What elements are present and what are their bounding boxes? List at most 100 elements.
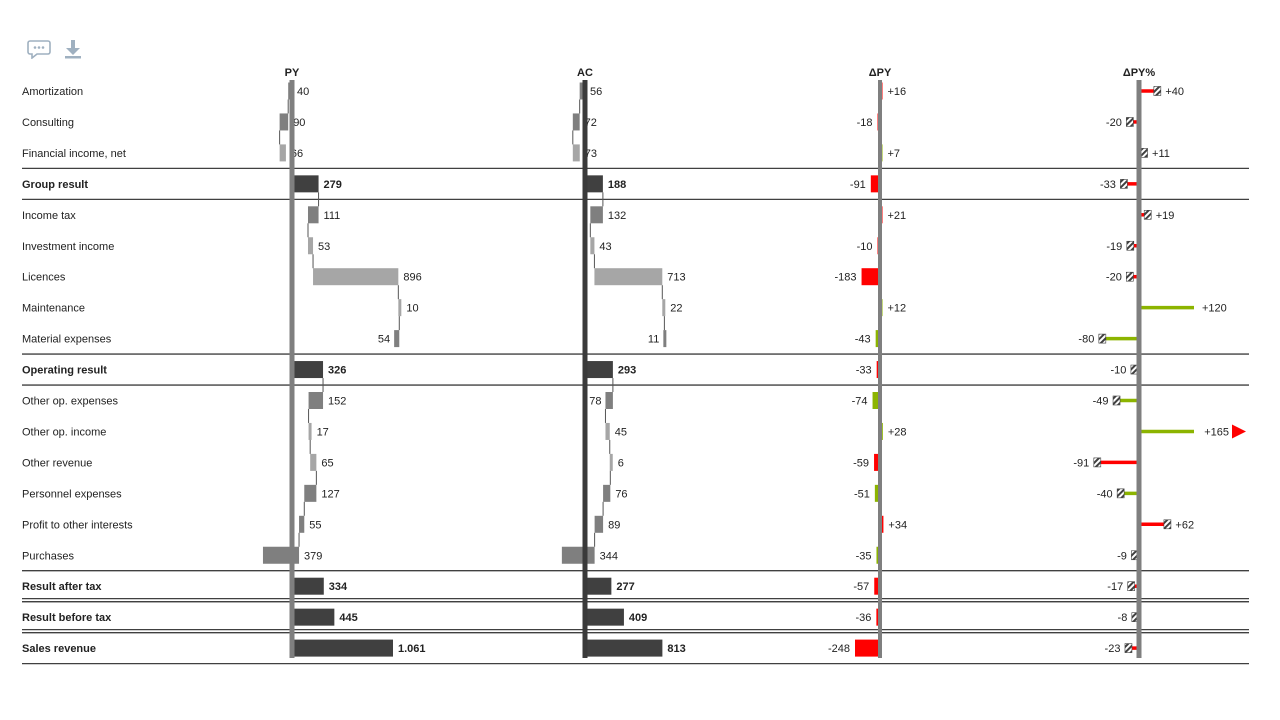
- row-label: Other op. income: [22, 426, 106, 438]
- py-bar: [310, 453, 317, 471]
- py-value-label: 152: [328, 396, 346, 408]
- delta-py-label: -57: [853, 581, 869, 593]
- py-bar: [308, 392, 324, 409]
- py-value-label: 65: [321, 457, 333, 469]
- ac-value-label: 56: [590, 86, 602, 98]
- ac-value-label: 188: [608, 179, 626, 191]
- delta-py-label: -36: [855, 612, 871, 624]
- py-bar: [292, 361, 324, 379]
- delta-pct-label: -10: [1111, 365, 1127, 377]
- delta-pct-pin-head: [1093, 457, 1102, 468]
- ac-bar: [585, 175, 603, 193]
- py-bar: [279, 144, 286, 162]
- ac-bar: [605, 392, 613, 409]
- py-value-label: 90: [293, 117, 305, 129]
- delta-pct-label: +40: [1165, 86, 1184, 98]
- py-value-label: 10: [406, 303, 418, 315]
- delta-py-label: -10: [857, 241, 873, 253]
- delta-pct-label: -17: [1107, 581, 1123, 593]
- row-label: Operating result: [22, 365, 107, 377]
- delta-py-bar: [855, 639, 880, 657]
- py-value-label: 1.061: [398, 643, 426, 655]
- delta-pct-pin-head: [1126, 240, 1135, 251]
- delta-pct-label: -40: [1097, 488, 1113, 500]
- py-value-label: 334: [329, 581, 348, 593]
- ac-bar: [572, 144, 580, 162]
- ac-bar: [572, 113, 580, 131]
- py-bar: [398, 299, 402, 317]
- column-header-delta-py-pct: ΔPY%: [1123, 67, 1156, 79]
- ac-bar: [585, 639, 663, 657]
- ac-value-label: 293: [618, 365, 636, 377]
- delta-pct-label: -80: [1078, 334, 1094, 346]
- ac-value-label: 43: [599, 241, 611, 253]
- py-bar: [292, 608, 335, 626]
- download-button[interactable]: [60, 38, 86, 60]
- delta-pct-label: -9: [1117, 550, 1127, 562]
- ac-bar: [585, 361, 613, 379]
- ac-value-label: 409: [629, 612, 647, 624]
- ac-axis: [582, 80, 588, 658]
- ac-bar: [579, 82, 585, 100]
- py-bar: [394, 330, 400, 348]
- row-label: Consulting: [22, 117, 74, 129]
- ac-value-label: 76: [615, 488, 627, 500]
- py-bar: [313, 268, 399, 286]
- py-value-label: 127: [321, 488, 339, 500]
- download-icon: [65, 40, 81, 59]
- ac-value-label: 45: [615, 426, 627, 438]
- column-header-delta-py: ΔPY: [869, 67, 892, 79]
- py-value-label: 40: [297, 86, 309, 98]
- row-label: Income tax: [22, 210, 76, 222]
- delta-pct-label: +19: [1156, 210, 1175, 222]
- ac-value-label: 22: [670, 303, 682, 315]
- row-label: Investment income: [22, 241, 114, 253]
- row-label: Licences: [22, 272, 66, 284]
- delta-py-bar: [875, 330, 880, 348]
- ac-bar: [590, 237, 595, 255]
- ac-value-label: 132: [608, 210, 626, 222]
- row-label: Profit to other interests: [22, 519, 133, 531]
- delta-pct-pin-head: [1112, 395, 1121, 406]
- delta-pct-pin-head: [1116, 488, 1125, 499]
- delta-pct-label: -20: [1106, 117, 1122, 129]
- column-header-ac: AC: [577, 67, 593, 79]
- delta-pct-label: -33: [1100, 179, 1116, 191]
- delta-py-label: +21: [888, 210, 907, 222]
- row-label: Maintenance: [22, 303, 85, 315]
- py-bar: [308, 422, 312, 440]
- comment-button[interactable]: [26, 38, 52, 60]
- delta-py-label: +7: [888, 148, 901, 160]
- ac-bar: [663, 330, 667, 348]
- py-value-label: 896: [403, 272, 421, 284]
- delta-py-label: -183: [835, 272, 857, 284]
- delta-pct-label: +120: [1202, 303, 1227, 315]
- ac-bar: [594, 268, 663, 286]
- column-header-py: PY: [285, 67, 300, 79]
- delta-py-label: +34: [888, 519, 907, 531]
- delta-py-label: -74: [852, 396, 868, 408]
- row-label: Sales revenue: [22, 643, 96, 655]
- py-axis: [289, 80, 295, 658]
- delta-pct-label: -49: [1093, 396, 1109, 408]
- py-bar: [292, 577, 324, 595]
- py-value-label: 53: [318, 241, 330, 253]
- ac-value-label: 72: [585, 117, 597, 129]
- py-value-label: 55: [309, 519, 321, 531]
- delta-py-label: +28: [888, 426, 907, 438]
- py-value-label: 279: [324, 179, 342, 191]
- delta-pct-label: -20: [1106, 272, 1122, 284]
- delta-py-bar: [872, 392, 880, 409]
- ac-value-label: 6: [618, 457, 624, 469]
- ac-value-label: 78: [589, 396, 601, 408]
- ac-value-label: 813: [667, 643, 685, 655]
- delta-pct-pin-head: [1127, 581, 1136, 592]
- delta-pct-pin-head: [1140, 148, 1148, 158]
- delta-pct-label: -19: [1106, 241, 1122, 253]
- delta-pct-label: +165: [1204, 426, 1229, 438]
- ac-value-label: 11: [648, 334, 659, 346]
- delta-py-label: -35: [856, 550, 872, 562]
- delta-pct-pin-head: [1098, 333, 1107, 344]
- row-label: Result after tax: [22, 581, 102, 593]
- delta-py-bar: [874, 484, 880, 502]
